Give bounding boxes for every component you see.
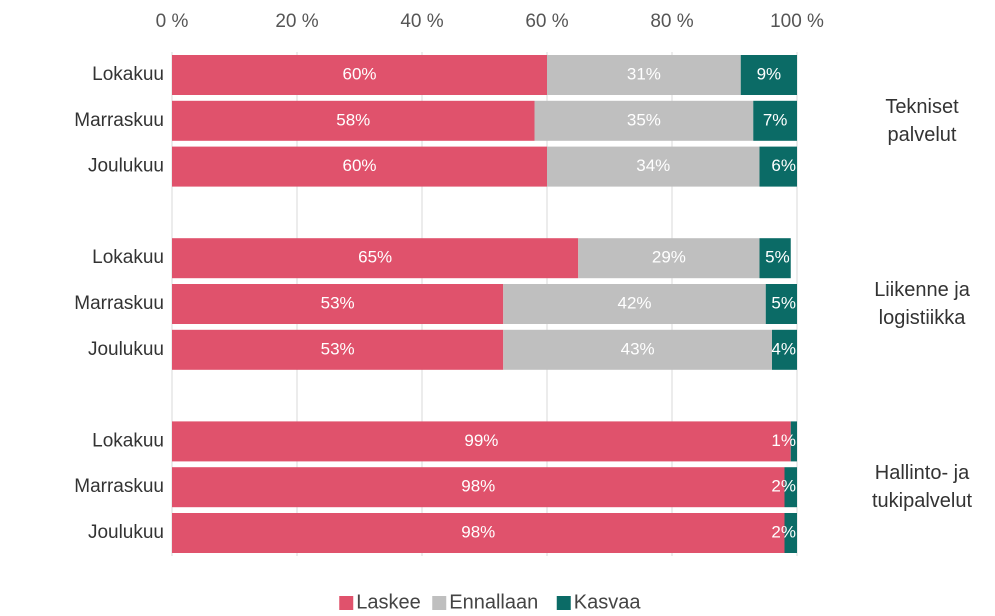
bar-segment — [759, 238, 791, 279]
data-label: 53% — [321, 293, 355, 312]
x-tick-label: 100 % — [770, 11, 824, 32]
bar-segment — [172, 146, 547, 187]
legend-label: Kasvaa — [574, 591, 642, 613]
bar-segment — [765, 284, 797, 324]
data-label: 34% — [636, 156, 670, 175]
x-tick-label: 80 % — [650, 11, 693, 32]
y-tick-label: Lokakuu — [92, 64, 164, 85]
bar-segment — [578, 238, 760, 279]
y-tick-label: Lokakuu — [92, 430, 164, 451]
bar-segment — [534, 100, 754, 141]
group-label: Tekniset palvelut — [885, 95, 959, 146]
data-label: 9% — [757, 64, 782, 83]
bar-segment — [503, 284, 766, 324]
data-label: 58% — [336, 110, 370, 129]
group-label: Liikenne ja logistiikka — [874, 279, 970, 329]
data-label: 98% — [461, 522, 495, 541]
bar-segment — [172, 467, 785, 508]
y-tick-label: Marraskuu — [74, 293, 164, 314]
bar-segment — [172, 55, 547, 95]
group-label: Hallinto- ja tukipalvelut — [871, 462, 973, 513]
y-tick-label: Marraskuu — [74, 110, 164, 131]
bar-segment — [172, 284, 504, 324]
data-label: 29% — [652, 248, 686, 267]
y-tick-label: Joulukuu — [88, 522, 164, 543]
x-tick-label: 40 % — [400, 11, 443, 32]
bar-segment — [740, 55, 797, 95]
x-tick-label: 60 % — [525, 11, 568, 32]
bar-segment — [772, 329, 797, 370]
bar-segment — [547, 55, 741, 95]
bar-segment — [172, 329, 504, 370]
data-label: 31% — [627, 64, 661, 83]
bar-segment — [790, 421, 797, 462]
data-label: 6% — [771, 156, 796, 175]
legend-swatch — [432, 596, 447, 610]
data-label: 7% — [763, 110, 788, 129]
bar-segment — [172, 100, 535, 141]
x-tick-label: 20 % — [275, 11, 318, 32]
y-tick-label: Joulukuu — [88, 156, 164, 177]
bar-segment — [172, 513, 785, 553]
bar-segment — [784, 467, 797, 508]
data-label: 2% — [771, 477, 796, 496]
data-label: 42% — [617, 293, 651, 312]
data-label: 5% — [765, 248, 790, 267]
bar-segment — [503, 329, 772, 370]
legend-label: Laskee — [356, 591, 421, 613]
data-label: 2% — [771, 522, 796, 541]
legend-swatch — [556, 596, 571, 610]
data-label: 1% — [771, 431, 796, 450]
bar-segment — [172, 421, 791, 462]
bar-segment — [784, 513, 797, 553]
data-label: 60% — [342, 156, 376, 175]
data-label: 35% — [627, 110, 661, 129]
bar-segment — [753, 100, 797, 141]
data-label: 60% — [342, 64, 376, 83]
data-label: 53% — [321, 339, 355, 358]
data-label: 4% — [771, 339, 796, 358]
y-tick-label: Marraskuu — [74, 476, 164, 497]
data-label: 5% — [771, 293, 796, 312]
data-label: 43% — [621, 339, 655, 358]
bar-segment — [759, 146, 797, 187]
legend-swatch — [339, 596, 354, 610]
bar-segment — [547, 146, 760, 187]
legend-label: Ennallaan — [449, 591, 538, 613]
data-label: 98% — [461, 477, 495, 496]
data-label: 99% — [464, 431, 498, 450]
bar-segment — [172, 238, 579, 279]
y-tick-label: Joulukuu — [88, 339, 164, 360]
y-tick-label: Lokakuu — [92, 247, 164, 268]
data-label: 65% — [358, 248, 392, 267]
x-tick-label: 0 % — [156, 11, 189, 32]
